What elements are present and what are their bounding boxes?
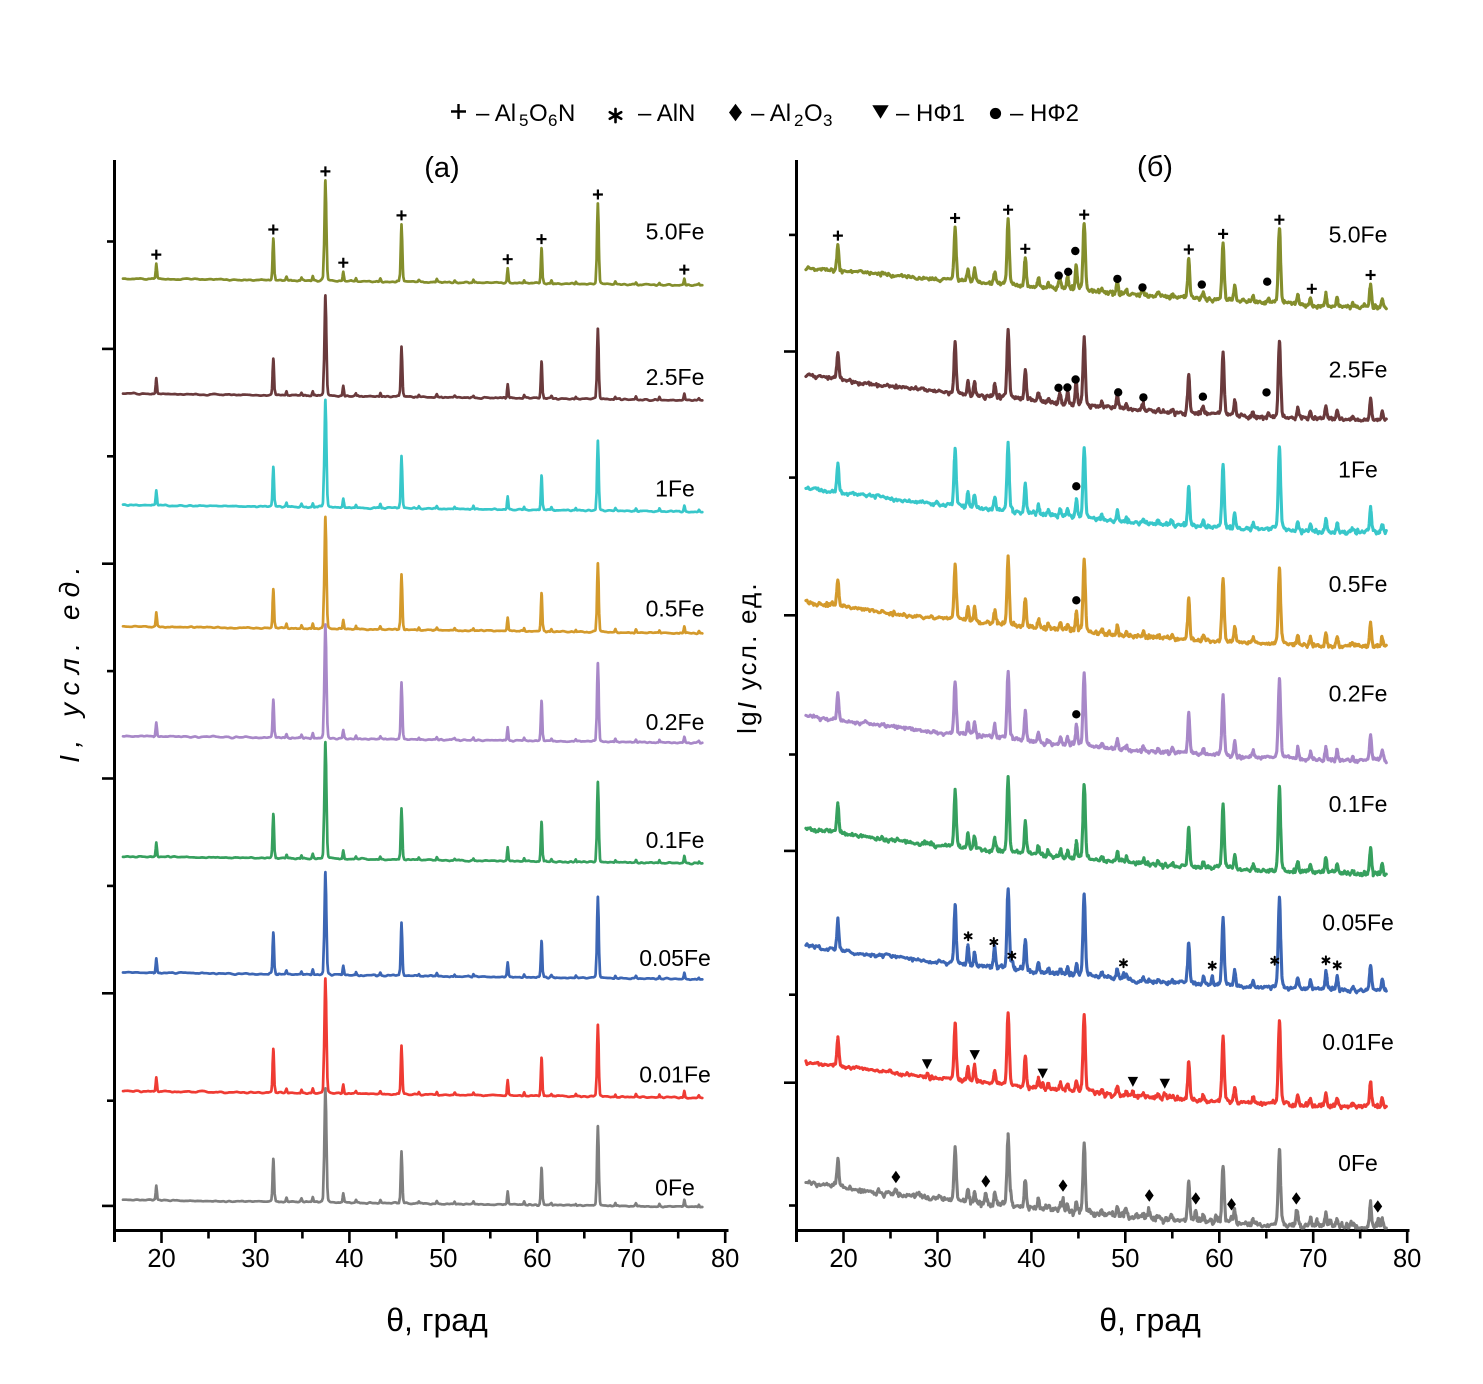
svg-text:θ, град: θ, град [1099, 1302, 1201, 1338]
svg-text:0.01Fe: 0.01Fe [1322, 1029, 1394, 1055]
svg-text:20: 20 [829, 1245, 857, 1273]
svg-text:0.05Fe: 0.05Fe [1322, 910, 1394, 936]
svg-text:30: 30 [923, 1245, 951, 1273]
svg-text:0.05Fe: 0.05Fe [639, 945, 711, 971]
svg-text:40: 40 [335, 1245, 363, 1273]
svg-text:20: 20 [147, 1245, 175, 1273]
svg-text:70: 70 [617, 1245, 645, 1273]
svg-text:lgI усл. ед.: lgI усл. ед. [732, 581, 762, 734]
svg-text:0.01Fe: 0.01Fe [639, 1062, 711, 1088]
svg-text:0Fe: 0Fe [1338, 1150, 1378, 1176]
svg-text:N: N [558, 100, 575, 127]
svg-text:– AlN: – AlN [638, 100, 695, 127]
svg-text:3: 3 [823, 111, 832, 130]
svg-text:50: 50 [429, 1245, 457, 1273]
svg-text:70: 70 [1299, 1245, 1327, 1273]
svg-text:– НФ2: – НФ2 [1010, 100, 1079, 127]
svg-text:80: 80 [1393, 1245, 1421, 1273]
svg-text:0.1Fe: 0.1Fe [646, 827, 705, 853]
svg-text:60: 60 [1205, 1245, 1233, 1273]
svg-text:– НФ1: – НФ1 [896, 100, 965, 127]
svg-text:0.5Fe: 0.5Fe [1329, 571, 1388, 597]
svg-text:1Fe: 1Fe [1338, 457, 1378, 483]
svg-text:5: 5 [519, 111, 528, 130]
svg-text:5.0Fe: 5.0Fe [1329, 221, 1388, 247]
svg-text:(а): (а) [424, 152, 459, 184]
svg-text:50: 50 [1111, 1245, 1139, 1273]
svg-text:60: 60 [523, 1245, 551, 1273]
svg-text:2.5Fe: 2.5Fe [646, 364, 705, 390]
svg-text:1Fe: 1Fe [655, 475, 695, 501]
svg-text:– Al: – Al [751, 100, 791, 127]
svg-text:0Fe: 0Fe [655, 1174, 695, 1200]
svg-text:2: 2 [794, 111, 803, 130]
svg-text:6: 6 [548, 111, 557, 130]
svg-text:O: O [804, 100, 823, 127]
svg-text:θ, град: θ, град [386, 1302, 488, 1338]
svg-text:0.1Fe: 0.1Fe [1329, 791, 1388, 817]
svg-text:O: O [529, 100, 548, 127]
svg-text:(б): (б) [1137, 151, 1173, 183]
svg-text:40: 40 [1017, 1245, 1045, 1273]
svg-text:30: 30 [241, 1245, 269, 1273]
svg-text:I, усл. ед.: I, усл. ед. [54, 559, 85, 763]
svg-text:5.0Fe: 5.0Fe [646, 219, 705, 245]
svg-text:0.5Fe: 0.5Fe [646, 596, 705, 622]
svg-text:80: 80 [711, 1245, 739, 1273]
svg-text:0.2Fe: 0.2Fe [1329, 680, 1388, 706]
svg-text:0.2Fe: 0.2Fe [646, 709, 705, 735]
svg-text:2.5Fe: 2.5Fe [1329, 357, 1388, 383]
svg-text:– Al: – Al [476, 100, 516, 127]
